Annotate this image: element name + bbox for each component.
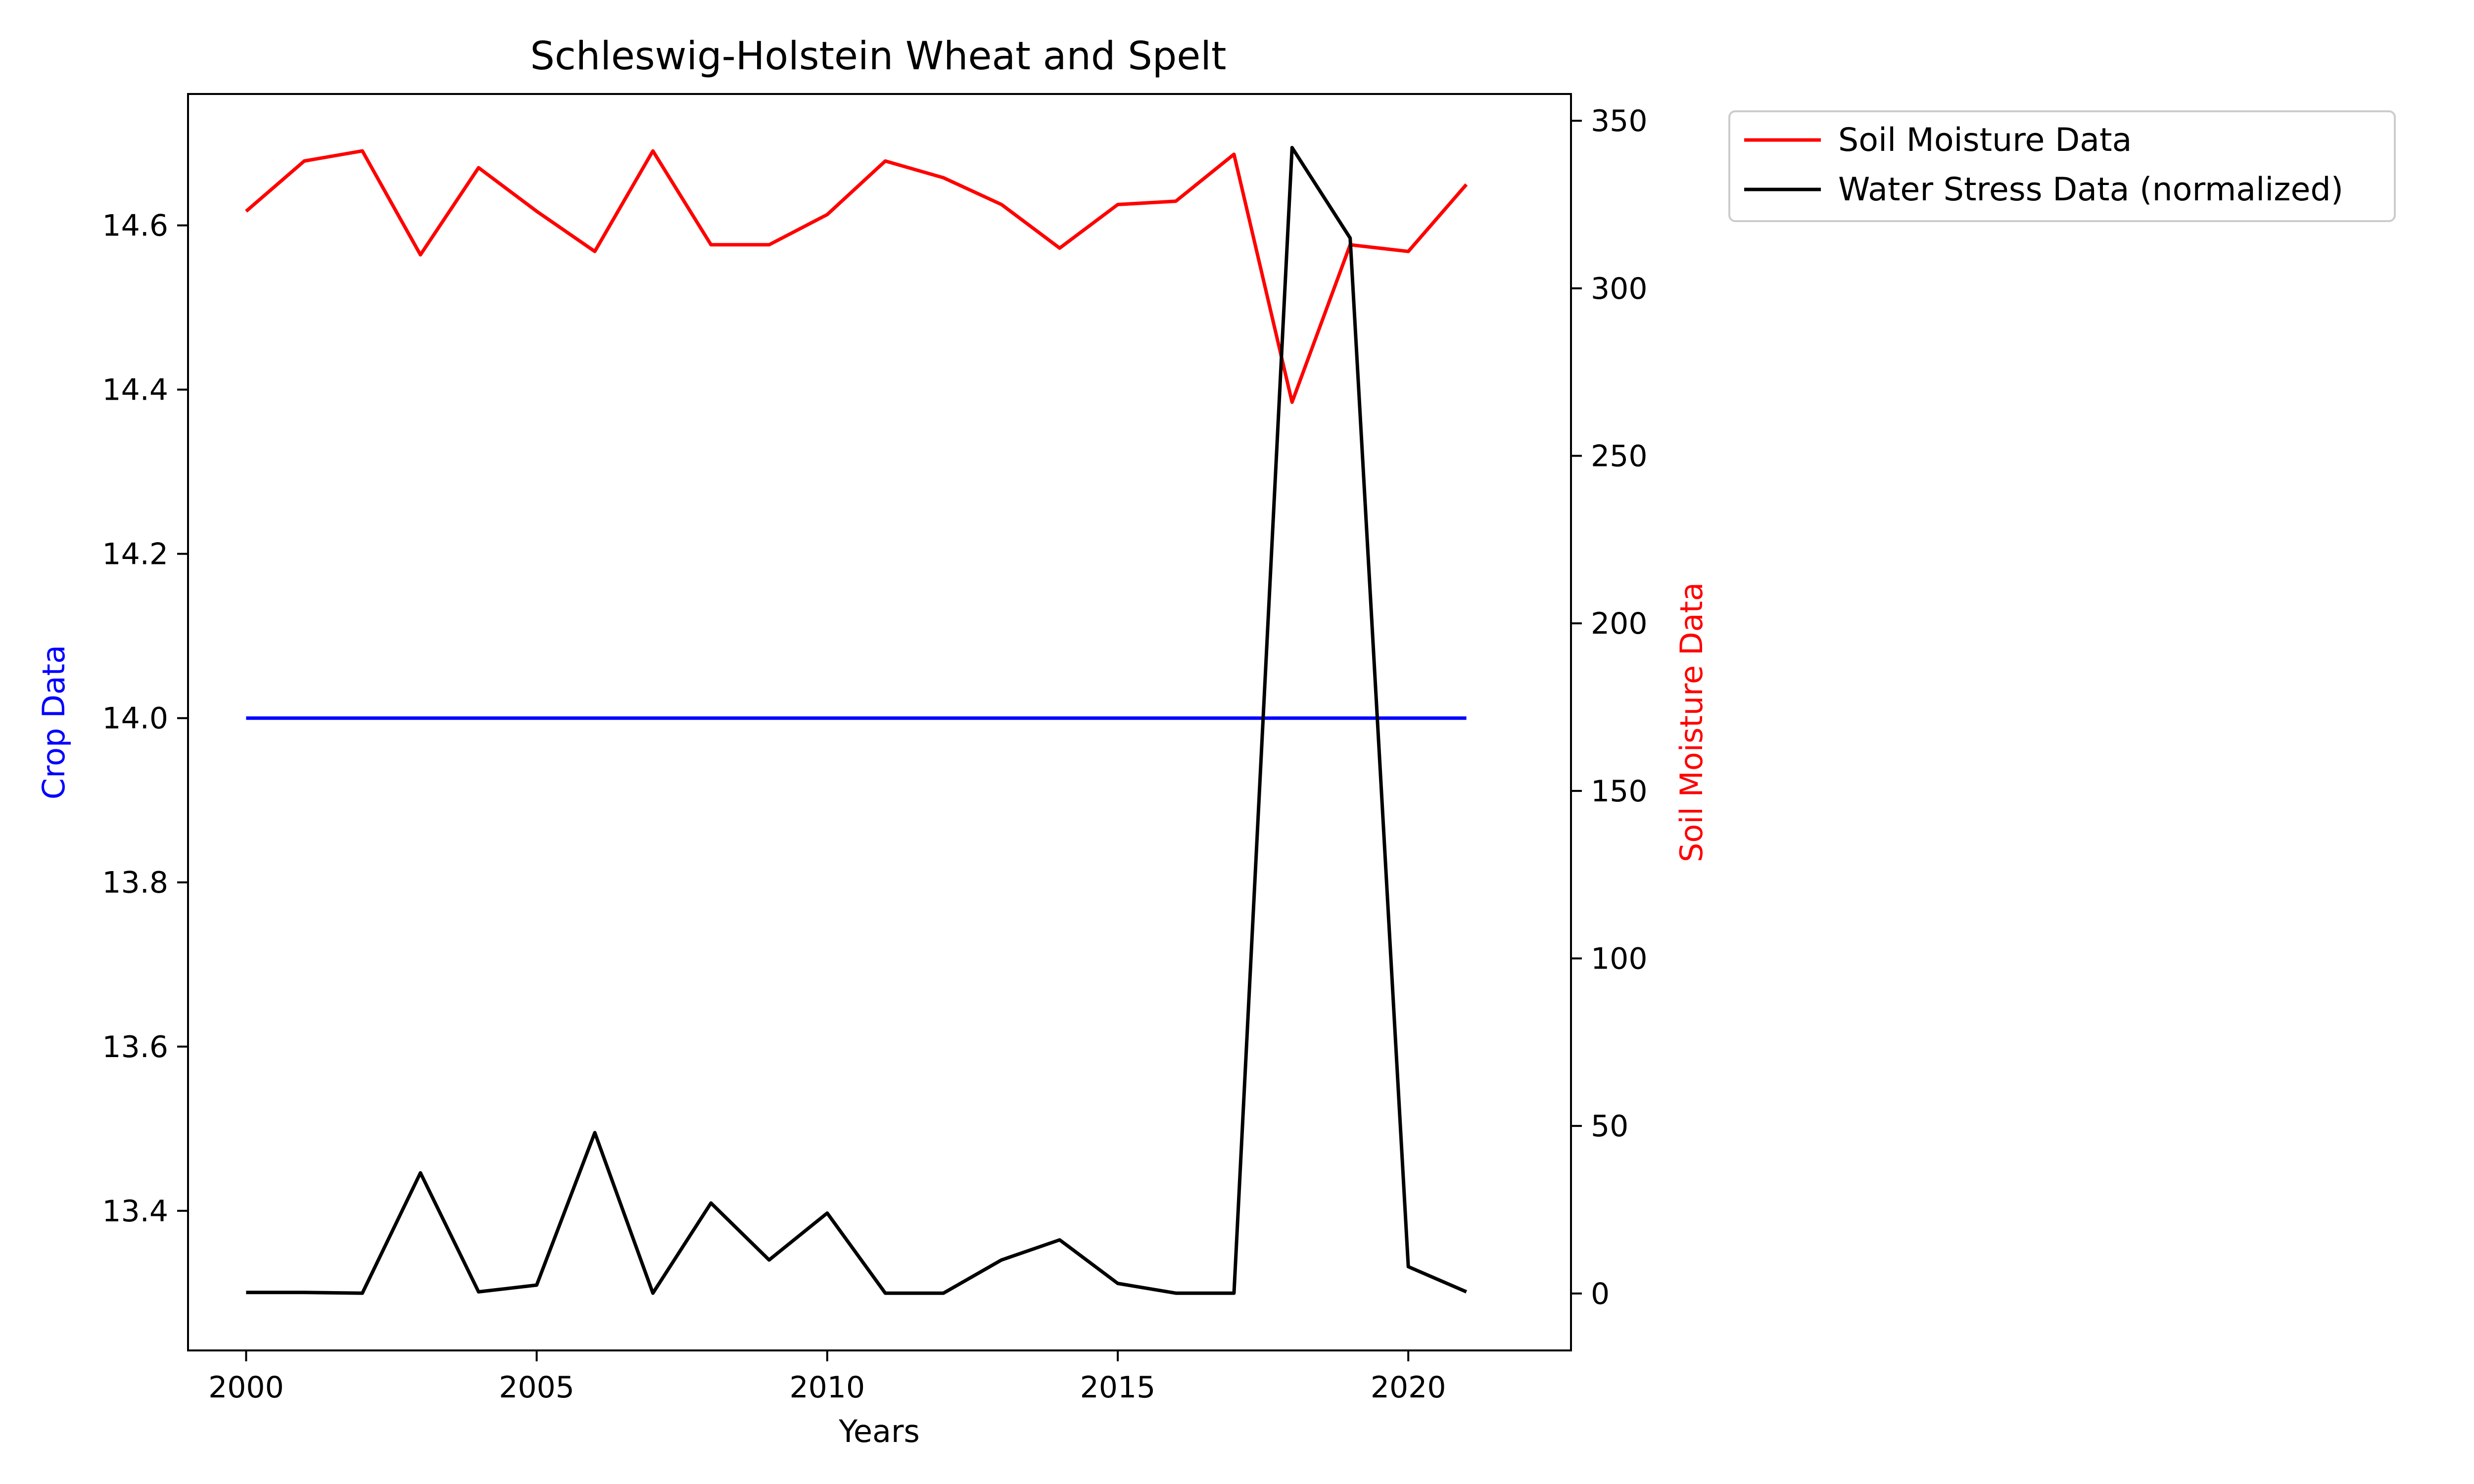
right-y-tick-label: 300 <box>1591 272 1648 306</box>
plot-frame <box>187 93 1572 1351</box>
right-y-tick-label: 0 <box>1591 1277 1610 1311</box>
x-tick-label: 2020 <box>1371 1370 1446 1405</box>
right-y-tick-label: 50 <box>1591 1109 1628 1144</box>
x-tick-label: 2015 <box>1080 1370 1156 1405</box>
right-y-tick-label: 200 <box>1591 606 1648 641</box>
x-tick-label: 2005 <box>499 1370 574 1405</box>
right-y-tick-label: 250 <box>1591 439 1648 474</box>
left-y-axis-ticks: 13.4 13.6 13.8 14.0 14.2 14.4 14.6 <box>102 209 188 1229</box>
left-y-tick-label: 13.8 <box>102 866 168 900</box>
left-y-tick-label: 13.4 <box>102 1194 168 1229</box>
legend-label-soil-moisture: Soil Moisture Data <box>1838 122 2132 159</box>
right-y-axis-ticks: 0 50 100 150 200 250 300 350 <box>1571 104 1648 1311</box>
series-line-water-stress-data-normalized <box>246 145 1467 1295</box>
x-tick-label: 2000 <box>208 1370 284 1405</box>
chart-title: Schleswig-Holstein Wheat and Spelt <box>530 34 1227 79</box>
left-y-tick-label: 13.6 <box>102 1030 168 1065</box>
right-y-tick-label: 350 <box>1591 104 1648 139</box>
plot-lines <box>245 145 1468 1295</box>
legend: Soil Moisture Data Water Stress Data (no… <box>1728 110 2396 222</box>
x-axis-ticks: 2000 2005 2010 2015 2020 <box>208 1350 1446 1405</box>
right-y-tick-label: 150 <box>1591 774 1648 809</box>
x-axis-label: Years <box>838 1413 920 1449</box>
series-line-soil-moisture-data <box>245 149 1468 404</box>
right-y-axis-label: Soil Moisture Data <box>1673 582 1710 862</box>
left-y-tick-label: 14.2 <box>102 537 168 572</box>
left-y-axis-label: Crop Data <box>36 645 72 799</box>
left-y-tick-label: 14.0 <box>102 701 168 736</box>
left-y-tick-label: 14.4 <box>102 373 168 408</box>
legend-frame <box>1728 110 2396 222</box>
legend-label-water-stress: Water Stress Data (normalized) <box>1838 171 2343 208</box>
right-y-tick-label: 100 <box>1591 942 1648 976</box>
left-y-tick-label: 14.6 <box>102 209 168 243</box>
x-tick-label: 2010 <box>789 1370 865 1405</box>
